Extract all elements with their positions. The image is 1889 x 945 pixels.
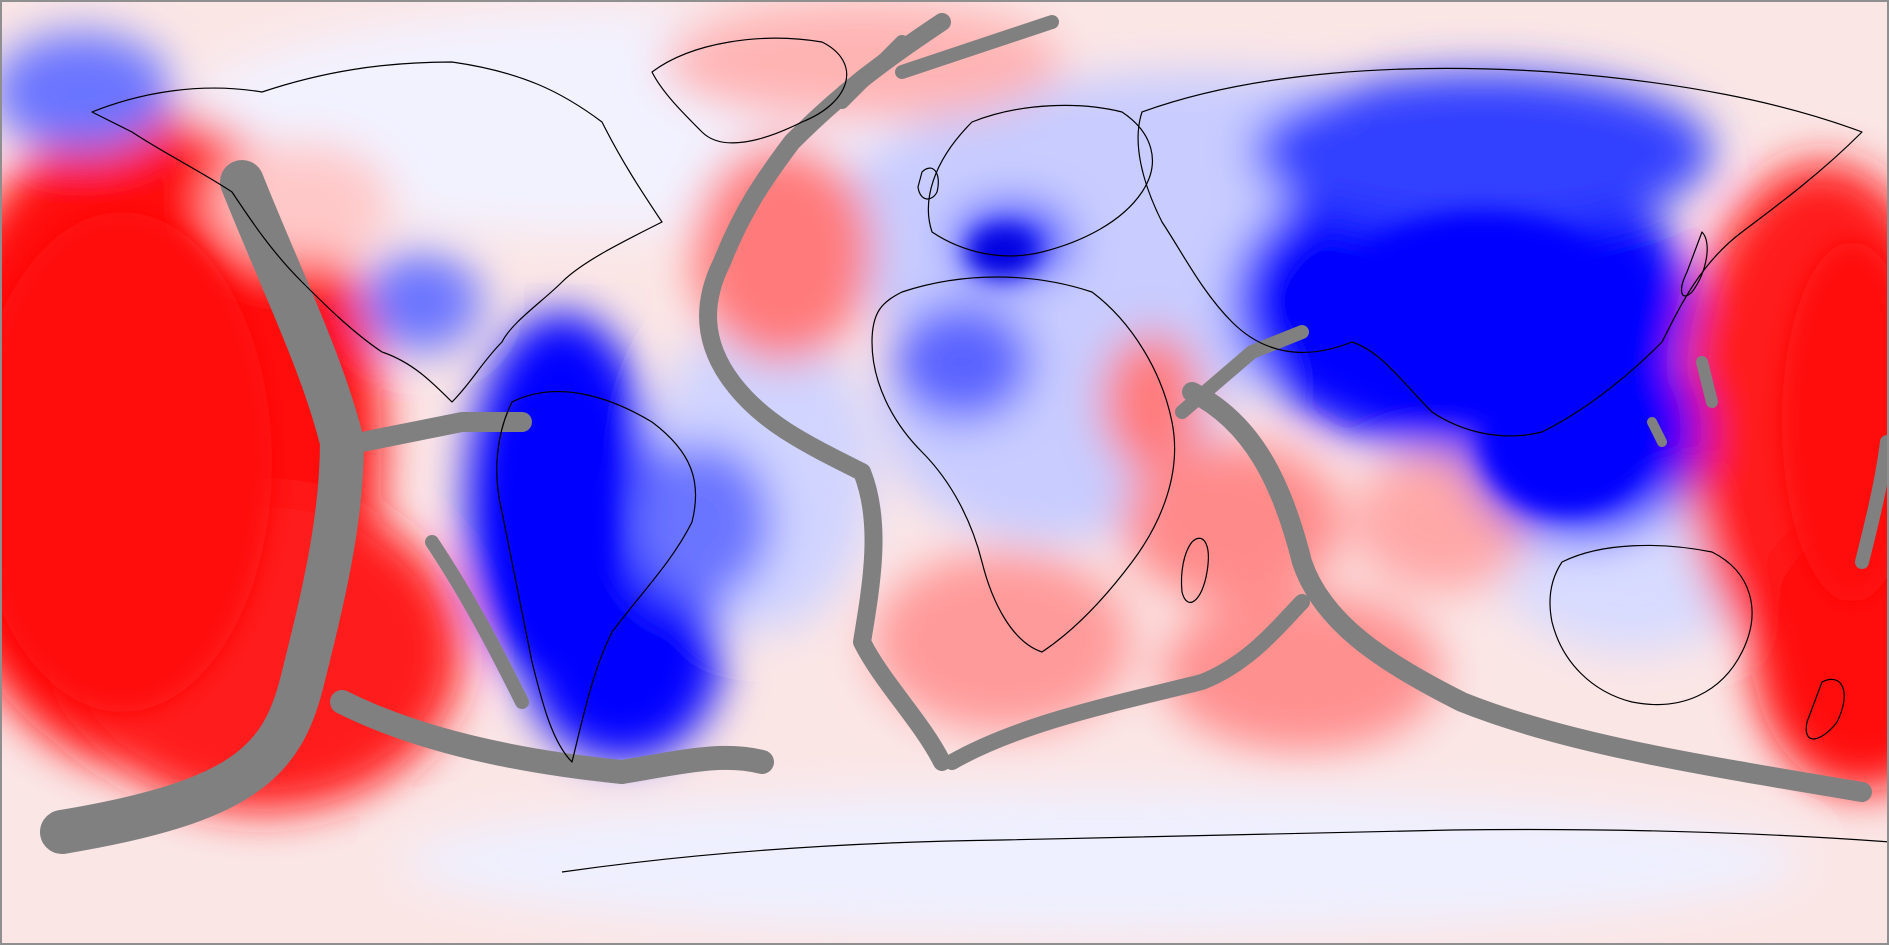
plate-boundary: [40, 160, 364, 854]
plate-boundary: [352, 412, 532, 452]
coastline-north-america: [91, 61, 663, 403]
plate-boundary: [835, 35, 909, 109]
plate-boundary: [1182, 382, 1872, 802]
coastline-new-zealand: [1805, 678, 1845, 740]
anomaly-region: [1162, 592, 1442, 752]
plate-boundary: [330, 690, 774, 784]
coastline-japan: [1680, 231, 1708, 297]
plate-boundary: [1855, 435, 1887, 569]
anomaly-core: [967, 227, 1037, 277]
plate-boundary: [1647, 417, 1667, 447]
plate-boundary: [425, 535, 529, 709]
coastline-antarctica: [561, 828, 1887, 873]
anomaly-region: [632, 442, 772, 602]
coastline-australia: [1549, 544, 1753, 706]
anomaly-region: [872, 552, 1132, 732]
anomaly-region: [1122, 442, 1342, 602]
anomaly-region: [2, 32, 172, 152]
plate-boundary: [895, 15, 1059, 79]
coastline-greenland: [651, 37, 848, 144]
anomaly-core: [2, 212, 272, 712]
coastlines: [91, 37, 1887, 873]
anomaly-core: [502, 382, 612, 662]
coastline-madagascar: [1180, 537, 1209, 603]
coastline-british-isles: [917, 167, 939, 200]
anomaly-region: [362, 252, 482, 352]
coastline-south-america: [496, 391, 697, 763]
plate-boundary: [1175, 325, 1309, 419]
anomaly-core: [1482, 372, 1642, 512]
anomaly-region: [1252, 72, 1712, 232]
anomaly-region: [1102, 332, 1202, 472]
anomaly-cores: [2, 212, 1887, 712]
anomaly-region: [892, 302, 1032, 422]
anomaly-core: [1782, 242, 1887, 602]
plate-boundary: [1696, 356, 1718, 408]
anomaly-region: [692, 142, 872, 362]
plate-boundary: [699, 13, 951, 771]
coastline-asia: [1137, 67, 1863, 437]
anomaly-region: [662, 2, 1062, 122]
coastline-africa: [871, 276, 1176, 653]
coastline-europe: [927, 104, 1153, 257]
anomaly-core: [1332, 212, 1632, 412]
plate-boundaries: [40, 13, 1887, 854]
plate-boundary: [944, 594, 1310, 770]
anomaly-region: [402, 792, 1802, 932]
